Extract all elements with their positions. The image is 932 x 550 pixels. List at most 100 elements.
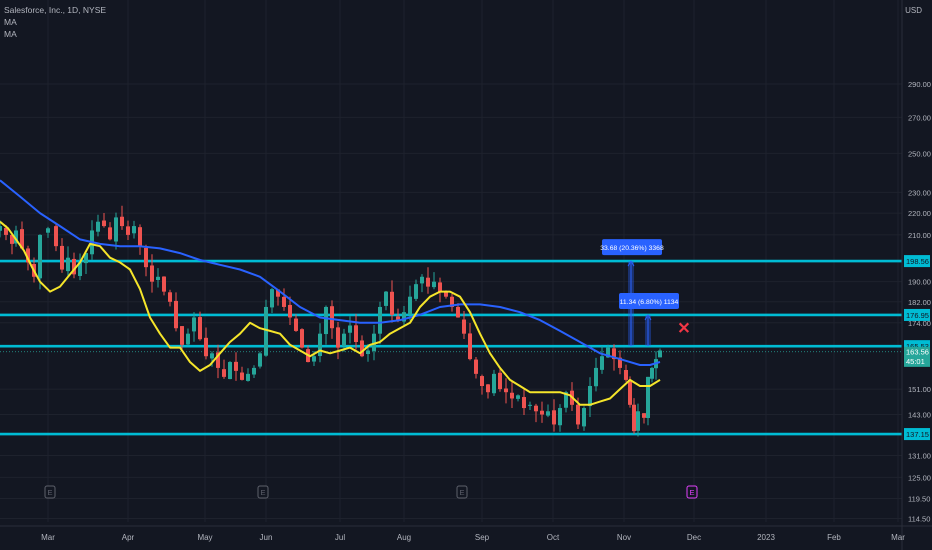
horizontal-levels (0, 259, 902, 436)
x-tick-label: Jul (335, 533, 345, 542)
candle (426, 267, 430, 294)
candle (14, 225, 18, 247)
candle-body (38, 234, 42, 279)
candle (10, 233, 14, 255)
candle (534, 403, 538, 423)
price-range-measure: 11.34 (6.80%) 1134 (619, 292, 679, 347)
candle (180, 326, 184, 350)
earnings-marker-box (456, 485, 468, 499)
candle (390, 280, 394, 323)
measure-label-box (602, 239, 662, 256)
candle (282, 288, 286, 311)
candle-body (336, 327, 340, 348)
candle-body (522, 397, 526, 409)
candle (210, 351, 214, 367)
candle-body (282, 296, 286, 307)
candle (132, 220, 136, 239)
candle-body (240, 372, 244, 380)
candle-body (72, 258, 76, 275)
candle (252, 365, 256, 379)
candle-body (276, 289, 280, 297)
candle-body (558, 408, 562, 426)
candle-body (456, 306, 460, 318)
candle (384, 291, 388, 311)
candle (228, 361, 232, 380)
candle (474, 356, 478, 379)
earnings-marker-label: E (459, 488, 464, 497)
candle-body (0, 226, 2, 231)
x-tick-label: May (197, 533, 212, 542)
candle-body (162, 276, 166, 292)
measurement-tools: 33.68 (20.36%) 3368 11.34 (6.80%) 1134 ✕ (600, 239, 691, 347)
x-tick-label: Apr (122, 533, 135, 542)
x-tick-label: 2023 (757, 533, 775, 542)
candle (420, 274, 424, 293)
x-tick-label: Oct (547, 533, 560, 542)
candle (516, 394, 520, 402)
candle-body (186, 333, 190, 345)
candle-body (360, 340, 364, 357)
candle (414, 279, 418, 302)
candle (222, 359, 226, 379)
x-tick-label: Feb (827, 533, 841, 542)
candle (658, 348, 662, 358)
candle (528, 401, 532, 411)
candle-body (264, 306, 268, 356)
candlesticks (0, 205, 662, 437)
level-tag (904, 255, 930, 268)
earnings-marker: E (686, 485, 698, 499)
candle (438, 277, 442, 303)
x-tick-label: Jun (260, 533, 273, 542)
candle-body (84, 253, 88, 264)
candle-body (114, 217, 118, 242)
indicator-ma-slow[interactable]: MA (4, 29, 17, 39)
candle-body (582, 408, 586, 427)
candle (192, 312, 196, 342)
y-tick-label: 210.00 (908, 231, 931, 240)
candle (198, 311, 202, 341)
earnings-marker-box (257, 485, 269, 499)
level-tag (904, 428, 930, 441)
candle (636, 403, 640, 437)
candle-body (426, 277, 430, 287)
earnings-marker: E (257, 485, 269, 499)
candle (618, 350, 622, 375)
y-tick-label: 182.00 (908, 298, 931, 307)
candle-body (234, 361, 238, 371)
candle-body (444, 291, 448, 297)
candle (294, 314, 298, 332)
candle-body (46, 228, 50, 233)
y-tick-label: 119.50 (908, 494, 930, 503)
candle-body (540, 410, 544, 415)
price-axis: 290.00 270.00 250.00 230.00 220.00 210.00 190.… (901, 0, 931, 550)
candle (498, 367, 502, 392)
candle (84, 252, 88, 275)
candle-body (312, 356, 316, 362)
candle (66, 246, 70, 277)
candle (144, 244, 148, 277)
candle-body (354, 325, 358, 343)
candle (204, 327, 208, 360)
indicator-ma-fast[interactable]: MA (4, 17, 17, 27)
candle-body (102, 220, 106, 227)
earnings-marker: E (456, 485, 468, 499)
candle-body (144, 247, 148, 268)
candle (594, 357, 598, 392)
candle (632, 398, 636, 434)
candle (480, 374, 484, 395)
candle-body (4, 227, 8, 235)
candle-body (14, 230, 18, 244)
ma-fast-line (0, 220, 661, 406)
candle-body (348, 325, 352, 333)
candle (402, 306, 406, 326)
y-tick-label: 230.00 (908, 188, 931, 197)
candle-body (294, 318, 298, 331)
candle-body (108, 227, 112, 240)
currency-label[interactable]: USD (905, 6, 922, 15)
measure-label: 11.34 (6.80%) 1134 (620, 299, 679, 306)
candle (468, 323, 472, 361)
candle-body (534, 405, 538, 412)
level-tag-label: 137.15 (906, 430, 929, 439)
candle (96, 214, 100, 237)
